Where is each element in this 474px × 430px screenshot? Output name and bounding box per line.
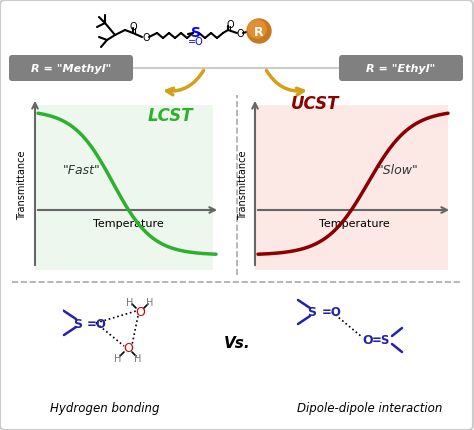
- Text: =O: =O: [188, 37, 204, 47]
- Text: Temperature: Temperature: [319, 218, 389, 228]
- Text: Transmittance: Transmittance: [238, 150, 248, 219]
- Text: =S: =S: [372, 334, 391, 347]
- FancyBboxPatch shape: [9, 56, 133, 82]
- Text: R: R: [254, 25, 264, 38]
- Text: "Fast": "Fast": [63, 164, 101, 177]
- Text: H: H: [134, 353, 142, 363]
- Circle shape: [248, 21, 266, 39]
- Text: O: O: [236, 29, 244, 39]
- Text: Dipole-dipole interaction: Dipole-dipole interaction: [297, 402, 443, 415]
- Text: O: O: [226, 20, 234, 30]
- Text: LCST: LCST: [147, 107, 193, 125]
- Text: H: H: [126, 297, 134, 307]
- Text: O: O: [142, 33, 150, 43]
- Text: "Slow": "Slow": [378, 164, 419, 177]
- Text: O: O: [123, 342, 133, 355]
- Text: ·: ·: [61, 332, 64, 341]
- Text: Transmittance: Transmittance: [17, 150, 27, 219]
- Text: Temperature: Temperature: [92, 218, 164, 228]
- FancyBboxPatch shape: [255, 106, 448, 270]
- Text: S: S: [191, 26, 201, 40]
- Text: S: S: [308, 306, 317, 319]
- Text: O: O: [129, 22, 137, 32]
- FancyBboxPatch shape: [339, 56, 463, 82]
- Circle shape: [247, 20, 271, 44]
- Text: =O: =O: [87, 317, 107, 330]
- Text: O: O: [135, 306, 145, 319]
- Text: ·: ·: [61, 306, 64, 315]
- Text: UCST: UCST: [291, 95, 339, 113]
- Text: S: S: [73, 317, 82, 330]
- Text: =O: =O: [322, 306, 342, 319]
- Text: O: O: [363, 334, 374, 347]
- Text: H: H: [114, 353, 122, 363]
- Text: R = "Ethyl": R = "Ethyl": [366, 64, 436, 74]
- FancyBboxPatch shape: [35, 106, 213, 270]
- Text: Hydrogen bonding: Hydrogen bonding: [50, 402, 160, 415]
- Text: H: H: [146, 297, 154, 307]
- Text: Vs.: Vs.: [224, 336, 250, 351]
- Text: R = "Methyl": R = "Methyl": [31, 64, 111, 74]
